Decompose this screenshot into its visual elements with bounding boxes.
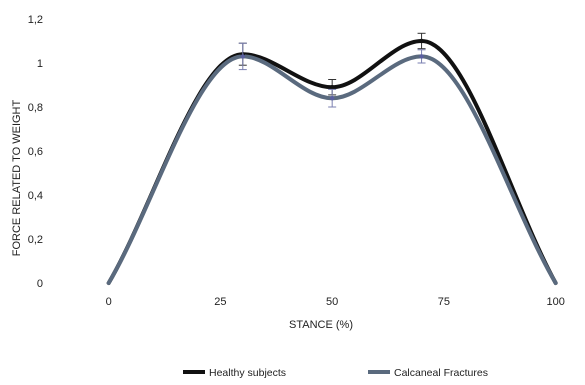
y-axis-title: FORCE RELATED TO WEIGHT (11, 99, 23, 256)
error-bar (417, 49, 426, 64)
x-tick-label: 50 (326, 296, 338, 308)
x-tick-label: 0 (106, 296, 112, 308)
data-point (240, 54, 245, 59)
legend-label: Calcaneal Fractures (394, 367, 488, 379)
error-bar (238, 42, 247, 71)
legend-item: Calcaneal Fractures (368, 367, 488, 379)
legend-label: Healthy subjects (209, 367, 286, 379)
legend: Healthy subjects Calcaneal Fractures (183, 367, 488, 379)
x-tick-label: 25 (214, 296, 226, 308)
series-line (106, 38, 558, 285)
y-tick-labels: 0 0,2 0,4 0,6 0,8 1 1,2 (28, 14, 43, 290)
x-tick-label: 75 (438, 296, 450, 308)
y-tick-label: 0,4 (28, 190, 43, 202)
series-layer (106, 38, 558, 285)
y-tick-label: 0,6 (28, 146, 43, 158)
data-point (419, 54, 424, 59)
legend-item: Healthy subjects (183, 367, 286, 379)
y-tick-label: 0 (37, 278, 43, 290)
x-tick-labels: 0 25 50 75 100 (106, 296, 565, 308)
y-tick-label: 1,2 (28, 14, 43, 26)
error-bars (238, 32, 426, 108)
data-point (419, 38, 424, 44)
data-point (329, 85, 335, 90)
data-point (329, 96, 335, 101)
x-axis-title: STANCE (%) (289, 319, 353, 331)
y-tick-label: 0,2 (28, 234, 43, 246)
x-tick-label: 100 (546, 296, 564, 308)
error-bar (417, 32, 426, 50)
y-tick-label: 0,8 (28, 102, 43, 114)
error-bar (328, 88, 337, 108)
y-tick-label: 1 (37, 58, 43, 70)
